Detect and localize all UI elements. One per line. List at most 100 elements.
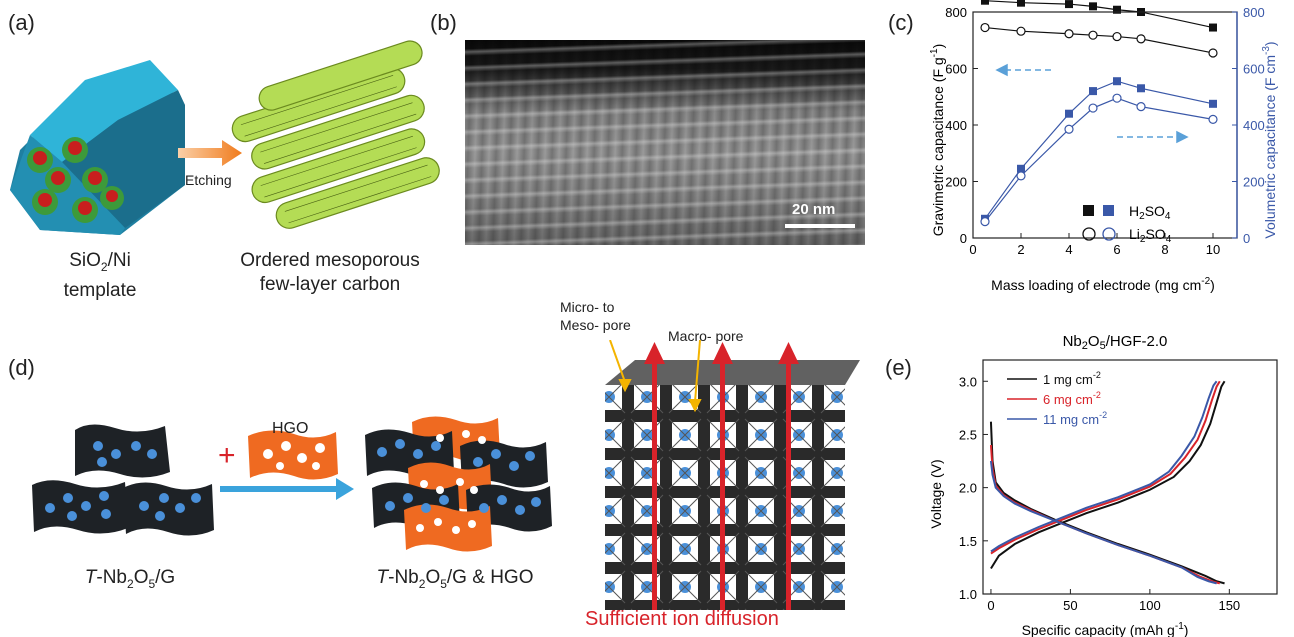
- template-caption: SiO2/Ni template: [63, 250, 137, 301]
- e-x-tick-label: 50: [1063, 598, 1077, 613]
- c-plot-frame: [972, 11, 1238, 239]
- scale-bar-label: 20 nm: [792, 201, 836, 218]
- legend-li2so4-blue-marker: [1102, 227, 1116, 241]
- e-x-tick-label: 100: [1139, 598, 1161, 613]
- e-legend-label-2: 11 mg cm-2: [1043, 410, 1107, 427]
- e-title: Nb2O5/HGF-2.0: [1063, 333, 1168, 352]
- e-y-tick-label: 2.5: [959, 427, 977, 442]
- plus-sign: +: [218, 439, 236, 472]
- c-x-tick-label: 6: [1113, 242, 1120, 257]
- porous-framework-illustration: [605, 340, 860, 610]
- e-legend-label-1: 6 mg cm-2: [1043, 390, 1101, 407]
- c-x-tick-label: 0: [969, 242, 976, 257]
- c-left-tick-label: 800: [945, 5, 967, 20]
- e-y-tick-label: 3.0: [959, 374, 977, 389]
- c-point-3: [1088, 103, 1098, 113]
- c-series-line-3: [984, 97, 1214, 222]
- etching-arrow: [178, 140, 242, 166]
- panel-b-label: (b): [430, 10, 457, 35]
- c-point-0: [1113, 5, 1121, 14]
- etching-label: Etching: [185, 172, 232, 188]
- c-point-3: [1016, 171, 1026, 181]
- legend-h2so4-label: H2SO4: [1129, 203, 1171, 222]
- c-point-1: [980, 22, 990, 33]
- panel-e-label: (e): [885, 355, 912, 380]
- c-left-tick-label: 0: [960, 231, 967, 246]
- c-x-tick-label: 10: [1206, 242, 1220, 257]
- nb2o5-g-sheets: [32, 424, 214, 536]
- e-x-tick-label: 150: [1218, 598, 1240, 613]
- c-point-0: [1209, 23, 1217, 32]
- c-point-1: [1064, 29, 1074, 39]
- nb2o5-g-hgo-composite: [365, 416, 552, 552]
- hgo-sheet: [248, 430, 338, 480]
- nb2o5-g-hgo-caption: T-Nb2O5/G & HGO: [376, 567, 534, 591]
- panel-d-label: (d): [8, 355, 35, 380]
- c-right-tick-label: 400: [1243, 118, 1265, 133]
- e-charge-curve-1: [990, 380, 1221, 555]
- legend-h2so4-blue-marker: [1103, 205, 1114, 216]
- c-point-1: [1136, 34, 1146, 44]
- c-point-0: [1017, 0, 1025, 7]
- c-point-3: [1064, 124, 1074, 134]
- panel-c-chart: 0 2 4 6 8 10 0 200 400 600 800 0 200 400 600 800 H2SO4 …: [929, 0, 1278, 293]
- c-point-1: [1016, 26, 1026, 36]
- c-point-3: [1112, 93, 1122, 103]
- c-right-tick-label: 200: [1243, 175, 1265, 190]
- c-left-y-axis-label: Gravimetric capacitance (F g-1): [929, 44, 946, 237]
- c-point-2: [1065, 109, 1073, 118]
- e-legend-label-0: 1 mg cm-2: [1043, 370, 1101, 387]
- c-right-tick-label: 0: [1243, 231, 1250, 246]
- process-arrow: [220, 478, 354, 500]
- c-point-0: [981, 0, 989, 5]
- e-charge-curve-2: [990, 380, 1218, 553]
- c-right-tick-label: 600: [1243, 62, 1265, 77]
- c-point-2: [1209, 99, 1217, 108]
- ordered-mesoporous-carbon-illustration: [231, 40, 440, 229]
- c-x-tick-label: 2: [1017, 242, 1024, 257]
- scale-bar: [785, 224, 855, 228]
- micro-meso-pore-label: Micro- to Meso- pore: [560, 299, 631, 333]
- panel-a-illustration: [10, 40, 440, 235]
- macro-pore-label: Macro- pore: [668, 328, 744, 344]
- panel-a-label: (a): [8, 10, 35, 35]
- e-plot-frame: [982, 359, 1278, 595]
- hgo-label: HGO: [272, 420, 309, 437]
- c-x-tick-label: 4: [1065, 242, 1072, 257]
- pore-pointers: [609, 340, 702, 413]
- c-x-axis-label: Mass loading of electrode (mg cm-2): [991, 276, 1215, 293]
- c-point-1: [1088, 30, 1098, 40]
- right-axis-arrow: [1117, 130, 1189, 144]
- e-y-tick-label: 1.5: [959, 534, 977, 549]
- e-y-tick-label: 1.0: [959, 587, 977, 602]
- c-point-1: [1208, 48, 1218, 58]
- c-left-tick-label: 600: [945, 62, 967, 77]
- tem-micrograph: [465, 40, 865, 245]
- c-point-2: [1017, 164, 1025, 173]
- legend-li2so4-black-marker: [1082, 227, 1096, 241]
- c-point-2: [1089, 87, 1097, 96]
- e-discharge-curve-2: [989, 460, 1217, 585]
- c-point-3: [1208, 114, 1218, 124]
- legend-li2so4-label: Li2SO4: [1129, 226, 1172, 245]
- panel-c-label: (c): [888, 10, 914, 35]
- c-point-0: [1089, 2, 1097, 11]
- e-y-tick-label: 2.0: [959, 481, 977, 496]
- e-charge-curve-0: [990, 380, 1226, 570]
- sio2-ni-template-illustration: [10, 60, 185, 235]
- c-left-tick-label: 400: [945, 118, 967, 133]
- c-point-3: [980, 217, 990, 227]
- carbon-caption: Ordered mesoporous few-layer carbon: [240, 250, 420, 295]
- c-x-tick-label: 8: [1161, 242, 1168, 257]
- c-point-3: [1136, 102, 1146, 112]
- c-point-2: [1137, 84, 1145, 93]
- c-point-2: [1113, 77, 1121, 86]
- e-y-axis-label: Voltage (V): [928, 459, 944, 528]
- ion-diffusion-label: Sufficient ion diffusion: [585, 608, 779, 630]
- legend-h2so4-black-marker: [1083, 205, 1094, 216]
- e-x-axis-label: Specific capacity (mAh g-1): [1022, 621, 1189, 637]
- c-left-tick-label: 200: [945, 175, 967, 190]
- nb2o5-g-caption: T-Nb2O5/G: [84, 567, 176, 591]
- c-point-0: [1065, 0, 1073, 9]
- panel-d-illustration: +: [32, 416, 552, 552]
